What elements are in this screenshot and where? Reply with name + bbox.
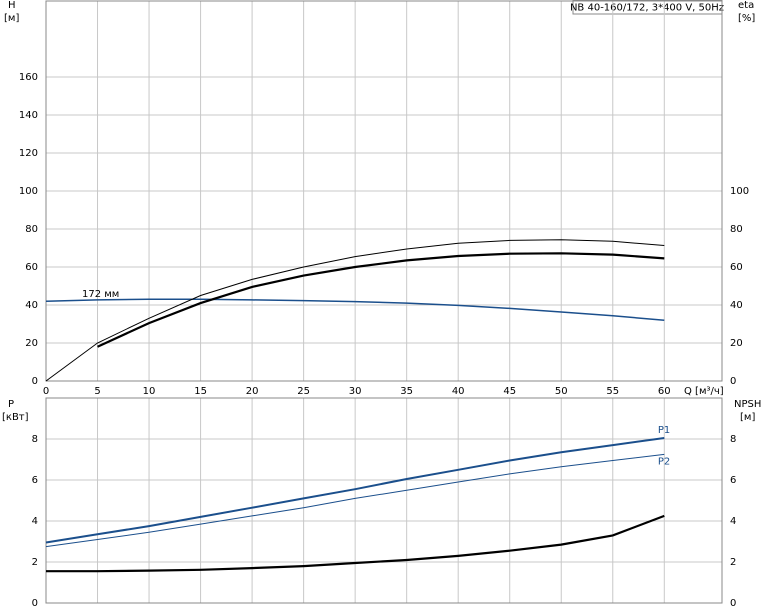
y-tick-label: 140 (19, 110, 38, 121)
y2-axis-unit: [м] (740, 412, 755, 423)
plot-frame (45, 397, 723, 604)
x-tick-label: 25 (297, 386, 310, 397)
x-tick-label: 30 (349, 386, 362, 397)
y-tick-label: 0 (32, 376, 38, 387)
x-tick-label: 35 (400, 386, 413, 397)
y2-tick-label: 6 (730, 475, 736, 486)
series-line (45, 239, 665, 382)
x-tick-label: 10 (143, 386, 156, 397)
y2-tick-label: 60 (730, 262, 743, 273)
chart-title: NB 40-160/172, 3*400 V, 50Hz (570, 3, 724, 14)
y2-axis-unit: [%] (738, 13, 755, 24)
x-tick-label: 60 (658, 386, 671, 397)
plot-frame (45, 0, 723, 382)
x-tick-label: 15 (194, 386, 207, 397)
y-tick-label: 60 (25, 262, 38, 273)
y2-tick-label: 80 (730, 224, 743, 235)
y-tick-label: 0 (32, 598, 38, 609)
y2-tick-label: 0 (730, 598, 736, 609)
y-tick-label: 80 (25, 224, 38, 235)
y-tick-label: 6 (32, 475, 38, 486)
series-line (46, 514, 665, 573)
y2-tick-label: 4 (730, 516, 736, 527)
y2-tick-label: 40 (730, 300, 743, 311)
y2-tick-label: 2 (730, 557, 736, 568)
y-axis-unit: [кВт] (2, 412, 29, 423)
y-tick-label: 20 (25, 338, 38, 349)
y2-tick-label: 100 (730, 186, 749, 197)
y2-tick-label: 0 (730, 376, 736, 387)
series-line (45, 298, 665, 321)
y-tick-label: 160 (19, 72, 38, 83)
x-tick-label: 0 (43, 386, 49, 397)
y2-tick-label: 8 (730, 434, 736, 445)
y-axis-unit: [м] (4, 13, 19, 24)
y-tick-label: 100 (19, 186, 38, 197)
y-tick-label: 8 (32, 434, 38, 445)
y-tick-label: 40 (25, 300, 38, 311)
y2-tick-label: 20 (730, 338, 743, 349)
x-tick-label: 50 (555, 386, 568, 397)
series-label: 172 мм (82, 289, 119, 300)
y-tick-label: 2 (32, 557, 38, 568)
y2-axis-label: NPSH (734, 399, 761, 410)
x-tick-label: 45 (503, 386, 516, 397)
y-tick-label: 120 (19, 148, 38, 159)
series-line (97, 252, 665, 348)
series-line (45, 453, 665, 548)
y2-axis-label: eta (738, 0, 754, 11)
x-axis-label: Q [м³/ч] (684, 386, 724, 397)
y-axis-label: P (8, 399, 14, 410)
y-tick-label: 4 (32, 516, 38, 527)
y-axis-label: H (8, 0, 16, 11)
x-tick-label: 55 (606, 386, 619, 397)
series-label: P2 (658, 456, 670, 467)
x-tick-label: 5 (94, 386, 100, 397)
x-tick-label: 40 (452, 386, 465, 397)
series-label: P1 (658, 425, 670, 436)
series-line (45, 437, 665, 544)
x-tick-label: 20 (246, 386, 259, 397)
